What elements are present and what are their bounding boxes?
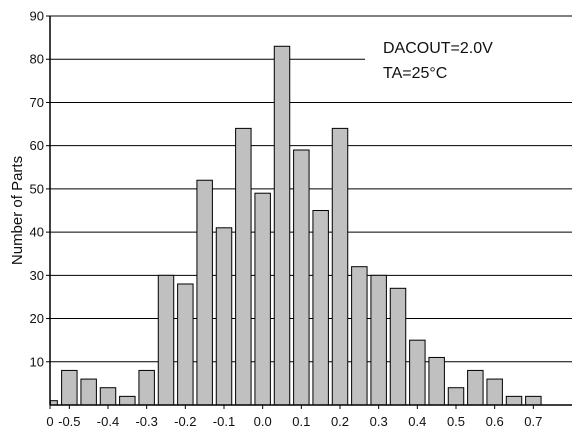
- annotation-temperature: TA=25°C: [383, 65, 447, 82]
- x-tick-label: 0.1: [292, 414, 310, 429]
- histogram-bar: [389, 287, 407, 406]
- histogram-bar: [505, 395, 523, 406]
- y-tick-label: 60: [30, 138, 44, 153]
- annotation-layer: DACOUT=2.0V TA=25°C: [365, 30, 572, 90]
- histogram-bar: [157, 274, 175, 406]
- y-tick-label: 50: [30, 181, 44, 196]
- y-tick-label: 40: [30, 225, 44, 240]
- x-tick-label: -0.2: [174, 414, 196, 429]
- histogram-bar: [428, 356, 445, 406]
- label-layer: 10 20 30 40 50 60 70 80 90 0 -0.5 -0.4 -0.3 -0.2 -0.1 0…: [30, 9, 543, 430]
- histogram-bar: [293, 149, 310, 406]
- histogram-bar: [525, 395, 542, 406]
- histogram-bar: [351, 266, 368, 406]
- x-tick-label: -0.3: [135, 414, 157, 429]
- histogram-bar: [409, 339, 426, 406]
- y-tick-label: 80: [30, 52, 44, 67]
- annotation-background: [365, 30, 572, 90]
- histogram-bar: [273, 45, 291, 406]
- grid-layer: [50, 15, 572, 363]
- y-tick-label: 70: [30, 95, 44, 110]
- histogram-bar: [467, 369, 484, 406]
- y-tick-label: 90: [30, 9, 44, 24]
- histogram-bar: [215, 227, 233, 406]
- y-tick-label: 10: [30, 354, 44, 369]
- x-tick-label: 0.4: [408, 414, 426, 429]
- histogram-bar: [80, 378, 97, 406]
- bar-layer: [49, 45, 542, 406]
- x-tick-label: 0.7: [524, 414, 542, 429]
- x-tick-label: 0: [46, 414, 53, 429]
- x-tick-label: -0.1: [213, 414, 235, 429]
- histogram-bar: [177, 283, 194, 406]
- histogram-bar: [486, 378, 503, 406]
- histogram-bar: [370, 274, 387, 406]
- x-tick-label: -0.4: [97, 414, 119, 429]
- histogram-bar: [138, 369, 155, 406]
- histogram-bar: [447, 387, 465, 406]
- x-tick-label: 0.2: [331, 414, 349, 429]
- y-axis-title: Number of Parts: [9, 156, 26, 265]
- x-tick-label: 0.0: [254, 414, 272, 429]
- x-tick-label: 0.3: [370, 414, 388, 429]
- annotation-dacout: DACOUT=2.0V: [383, 40, 493, 57]
- histogram-bar: [312, 210, 329, 406]
- x-tick-label: 0.5: [447, 414, 465, 429]
- histogram-bar: [61, 369, 78, 406]
- histogram-bar: [99, 387, 117, 406]
- y-tick-label: 20: [30, 311, 44, 326]
- histogram-bar: [235, 127, 252, 406]
- histogram-bar: [254, 192, 271, 406]
- x-tick-label: -0.5: [58, 414, 80, 429]
- axis-layer: [46, 15, 572, 409]
- histogram-bar: [196, 179, 213, 406]
- x-tick-label: 0.6: [486, 414, 504, 429]
- histogram-bar: [331, 127, 349, 406]
- histogram-bar: [119, 395, 136, 406]
- y-tick-label: 30: [30, 268, 44, 283]
